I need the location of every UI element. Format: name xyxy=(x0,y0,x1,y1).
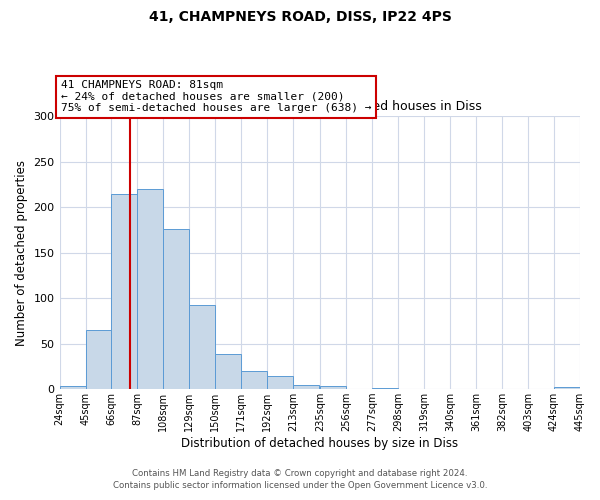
Bar xyxy=(241,371,267,389)
Text: 41 CHAMPNEYS ROAD: 81sqm
← 24% of detached houses are smaller (200)
75% of semi-: 41 CHAMPNEYS ROAD: 81sqm ← 24% of detach… xyxy=(61,80,371,114)
Bar xyxy=(163,229,190,389)
Bar xyxy=(293,384,319,389)
X-axis label: Distribution of detached houses by size in Diss: Distribution of detached houses by size … xyxy=(181,437,458,450)
Bar xyxy=(320,386,346,389)
Bar xyxy=(59,386,86,389)
Bar xyxy=(86,330,112,389)
Text: 41, CHAMPNEYS ROAD, DISS, IP22 4PS: 41, CHAMPNEYS ROAD, DISS, IP22 4PS xyxy=(149,10,451,24)
Bar xyxy=(373,388,398,389)
Bar xyxy=(137,189,163,389)
Y-axis label: Number of detached properties: Number of detached properties xyxy=(15,160,28,346)
Bar xyxy=(267,376,293,389)
Text: Contains HM Land Registry data © Crown copyright and database right 2024.
Contai: Contains HM Land Registry data © Crown c… xyxy=(113,468,487,490)
Bar xyxy=(112,194,137,389)
Bar xyxy=(215,354,241,389)
Bar xyxy=(554,388,580,389)
Bar xyxy=(190,306,215,389)
Title: Size of property relative to detached houses in Diss: Size of property relative to detached ho… xyxy=(158,100,482,114)
